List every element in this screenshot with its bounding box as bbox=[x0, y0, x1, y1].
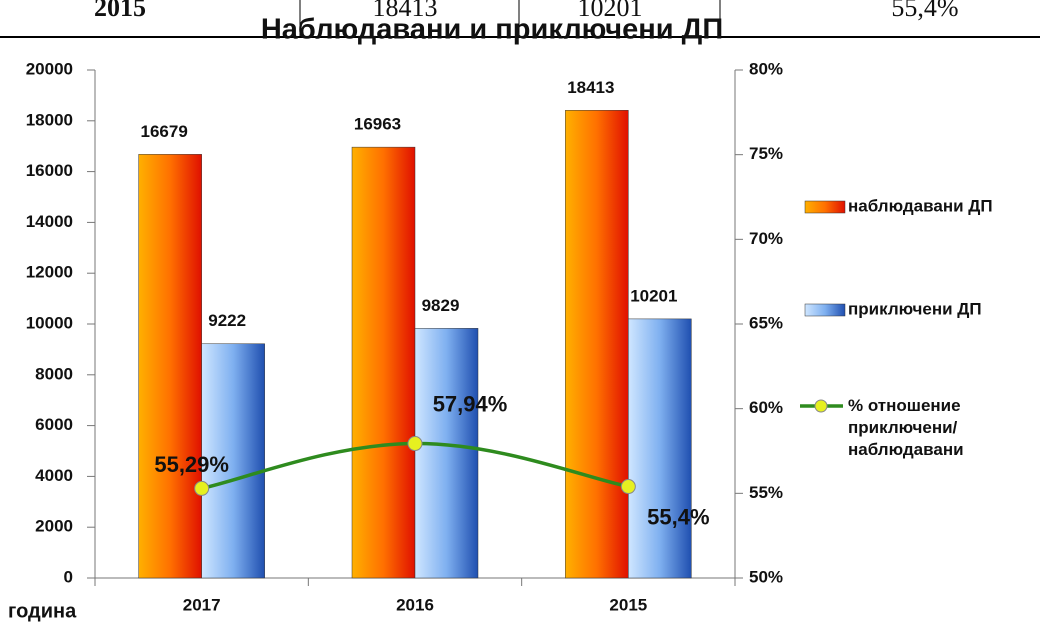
x-tick-label: 2016 bbox=[396, 595, 434, 614]
bar bbox=[201, 343, 265, 579]
y2-tick-label: 65% bbox=[749, 313, 783, 332]
chart-title: Наблюдавани и приключени ДП bbox=[261, 14, 723, 46]
table-cell: 10201 bbox=[578, 0, 643, 22]
y-tick-label: 10000 bbox=[26, 313, 73, 332]
y2-tick-label: 70% bbox=[749, 229, 783, 248]
y-tick-label: 14000 bbox=[26, 212, 73, 231]
y-tick-label: 2000 bbox=[35, 517, 73, 536]
y-tick-label: 16000 bbox=[26, 161, 73, 180]
y-tick-label: 20000 bbox=[26, 59, 73, 78]
data-label: 18413 bbox=[567, 78, 614, 97]
y-tick-label: 0 bbox=[64, 567, 73, 586]
table-cell: 2015 bbox=[94, 0, 146, 22]
bar bbox=[414, 328, 479, 579]
y2-tick-label: 50% bbox=[749, 567, 783, 586]
data-label: 9222 bbox=[208, 311, 246, 330]
table-cell: 18413 bbox=[373, 0, 438, 22]
data-label: 57,94% bbox=[433, 391, 508, 416]
bar bbox=[565, 110, 629, 579]
y2-tick-label: 60% bbox=[749, 398, 783, 417]
x-tick-label: 2015 bbox=[609, 595, 647, 614]
legend-swatch bbox=[814, 399, 828, 413]
data-label: 16679 bbox=[141, 122, 188, 141]
data-label: 55,4% bbox=[647, 504, 709, 529]
y2-tick-label: 75% bbox=[749, 144, 783, 163]
y-tick-label: 6000 bbox=[35, 415, 73, 434]
y2-tick-label: 80% bbox=[749, 59, 783, 78]
marker bbox=[194, 480, 210, 496]
data-label: 16963 bbox=[354, 115, 401, 134]
y-tick-label: 12000 bbox=[26, 263, 73, 282]
legend-label: наблюдавани ДП bbox=[848, 196, 993, 215]
marker bbox=[620, 479, 636, 495]
y2-tick-label: 55% bbox=[749, 483, 783, 502]
data-label: 10201 bbox=[630, 286, 677, 305]
x-axis-label: година bbox=[8, 600, 77, 622]
legend-swatch bbox=[804, 303, 846, 317]
bar bbox=[138, 154, 202, 579]
legend-label: % отношение приключени/наблюдавани bbox=[848, 396, 964, 459]
bar bbox=[351, 146, 416, 579]
legend-swatch bbox=[804, 200, 846, 214]
data-label: 9829 bbox=[422, 296, 460, 315]
legend-label: приключени ДП bbox=[848, 299, 982, 318]
y-tick-label: 4000 bbox=[35, 466, 73, 485]
x-tick-label: 2017 bbox=[183, 595, 221, 614]
bar bbox=[628, 318, 692, 579]
table-cell: 55,4% bbox=[891, 0, 958, 22]
y-tick-label: 8000 bbox=[35, 364, 73, 383]
marker bbox=[407, 436, 423, 452]
data-label: 55,29% bbox=[154, 452, 229, 477]
y-tick-label: 18000 bbox=[26, 110, 73, 129]
